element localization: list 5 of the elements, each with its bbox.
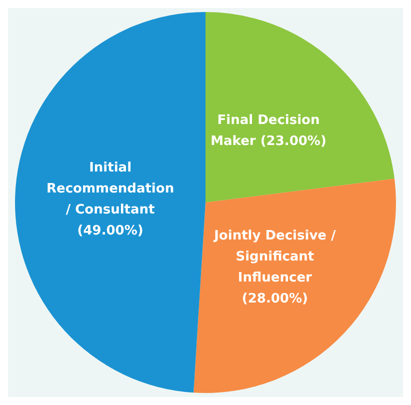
slice-label: Jointly Decisive / Significant Influencer bbox=[213, 228, 336, 286]
data-label: (49.00%) bbox=[77, 223, 144, 238]
slice-label: Initial Recommendation / Consultant bbox=[46, 160, 174, 218]
slice-label: Final Decision Maker (23.00%) bbox=[210, 112, 326, 149]
data-label: (28.00%) bbox=[242, 292, 308, 307]
